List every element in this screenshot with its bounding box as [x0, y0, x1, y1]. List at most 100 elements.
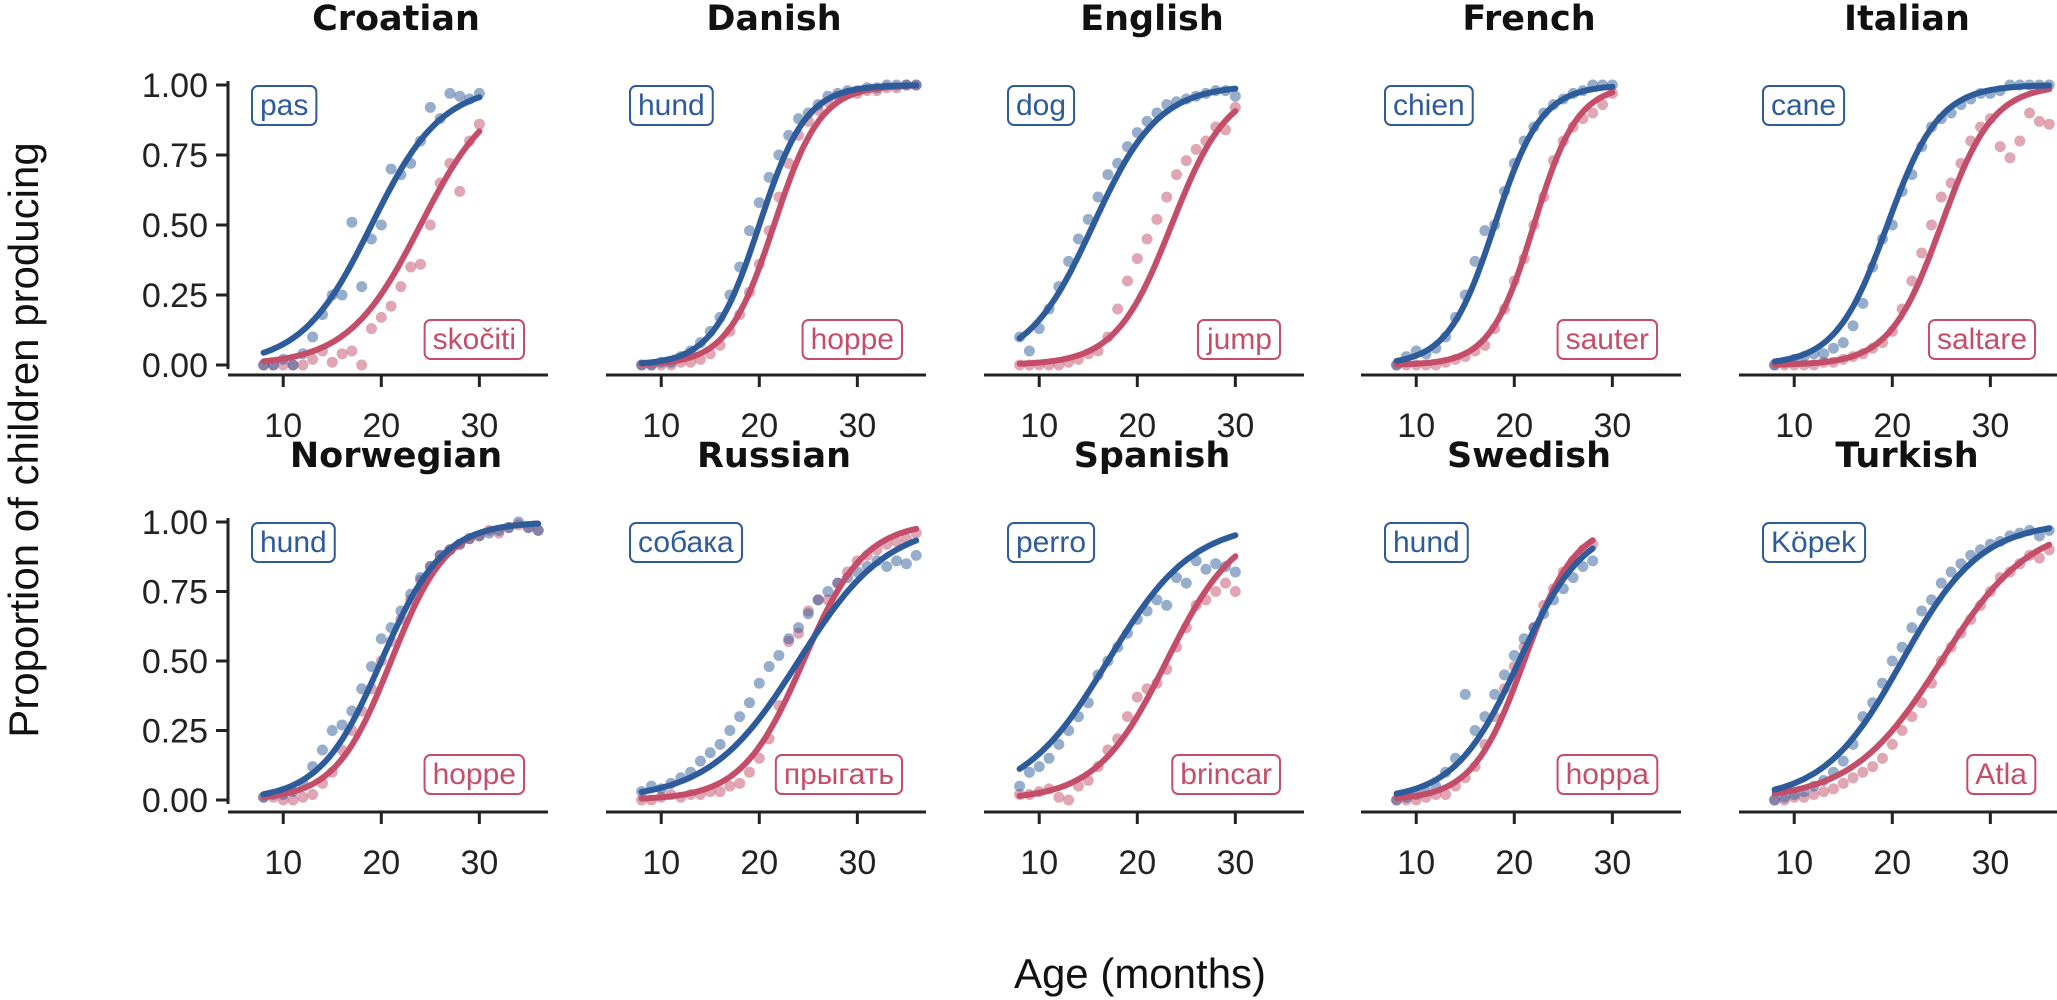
- x-tick-label: 30: [1216, 844, 1254, 882]
- x-tick-label: 10: [264, 844, 302, 882]
- noun-word-label: cane: [1771, 89, 1836, 122]
- verb-point: [336, 348, 348, 360]
- verb-point: [1151, 213, 1163, 225]
- panel-title: Danish: [706, 0, 841, 39]
- noun-point: [1023, 766, 1035, 778]
- noun-point: [1489, 688, 1501, 700]
- noun-point: [1479, 225, 1491, 237]
- x-tick-label: 20: [1873, 844, 1911, 882]
- noun-fit-line: [638, 82, 920, 367]
- panel-norwegian: Norwegian 10 20 30 0.00 0.25 0.50 0.75 1.00 hund h…: [142, 436, 548, 882]
- x-tick-label: 10: [1020, 407, 1058, 445]
- noun-point: [1837, 337, 1849, 349]
- noun-fit-line: [1016, 85, 1239, 342]
- noun-fit-line: [260, 520, 542, 798]
- noun-point: [1508, 649, 1520, 661]
- noun-word-box: [251, 522, 336, 563]
- x-tick-label: 10: [264, 407, 302, 445]
- x-tick-label: 10: [642, 844, 680, 882]
- noun-point: [454, 90, 466, 102]
- y-tick-label: 0.75: [142, 574, 208, 612]
- noun-point: [316, 744, 328, 756]
- verb-point: [326, 356, 338, 368]
- x-tick-label: 20: [740, 407, 778, 445]
- noun-point: [1906, 622, 1918, 634]
- verb-point: [2004, 152, 2016, 164]
- noun-point: [1082, 213, 1094, 225]
- verb-point: [743, 766, 755, 778]
- noun-point: [375, 219, 387, 231]
- panel-title: Spanish: [1074, 436, 1231, 476]
- x-tick-label: 30: [838, 844, 876, 882]
- verb-point: [454, 185, 466, 197]
- x-tick-label: 20: [1118, 844, 1156, 882]
- noun-point: [1857, 297, 1869, 309]
- panel-title: Norwegian: [290, 436, 502, 476]
- y-axis-label: Proportion of children producing: [0, 142, 47, 737]
- panel-title: Russian: [697, 436, 851, 476]
- verb-fit-line: [1771, 86, 2053, 368]
- verb-fit-line: [1393, 537, 1596, 801]
- verb-fit-line: [1771, 541, 2053, 797]
- noun-point: [1459, 688, 1471, 700]
- noun-word-label: Köpek: [1771, 526, 1857, 559]
- verb-point: [1994, 141, 2006, 153]
- noun-word-box: [1762, 85, 1846, 126]
- verb-point: [356, 359, 368, 371]
- panel-swedish: Swedish 10 20 30 hund hoppa: [1361, 436, 1681, 882]
- noun-point: [1180, 577, 1192, 589]
- x-tick-label: 30: [838, 407, 876, 445]
- verb-word-box: [1556, 319, 1658, 360]
- noun-point: [1945, 566, 1957, 578]
- noun-point: [910, 549, 922, 561]
- verb-point: [287, 794, 299, 806]
- verb-point: [1063, 794, 1075, 806]
- noun-point: [1818, 348, 1830, 360]
- panel-title: Turkish: [1835, 436, 1978, 476]
- y-tick-label: 0.00: [142, 782, 208, 820]
- noun-point: [763, 661, 775, 673]
- verb-point: [1886, 738, 1898, 750]
- noun-point: [1200, 563, 1212, 575]
- verb-point: [307, 788, 319, 800]
- noun-point: [1043, 752, 1055, 764]
- x-tick-label: 30: [1971, 407, 2009, 445]
- verb-word-label: saltare: [1937, 323, 2027, 356]
- panel-croatian: Croatian 10 20 30 0.00 0.25 0.50 0.75 1.00 pas sko…: [142, 0, 548, 445]
- verb-point: [1121, 275, 1133, 287]
- panel-english: English 10 20 30 dog jump: [984, 0, 1304, 445]
- verb-point: [1141, 233, 1153, 245]
- verb-word-label: hoppe: [811, 323, 894, 356]
- verb-fit-line: [1016, 553, 1239, 799]
- verb-fit-line: [1016, 108, 1239, 367]
- noun-point: [1577, 560, 1589, 572]
- verb-word-label: Atla: [1975, 758, 2027, 791]
- panel-title: Italian: [1844, 0, 1970, 39]
- noun-point: [753, 677, 765, 689]
- y-tick-label: 1.00: [142, 67, 208, 105]
- noun-point: [783, 633, 795, 645]
- verb-point: [2033, 115, 2045, 127]
- verb-point: [783, 157, 795, 169]
- verb-point: [1131, 253, 1143, 265]
- verb-point: [1112, 303, 1124, 315]
- noun-word-box: [1762, 522, 1867, 563]
- verb-point: [297, 791, 309, 803]
- x-tick-label: 10: [1397, 844, 1435, 882]
- verb-point: [1896, 725, 1908, 736]
- verb-word-box: [1556, 754, 1659, 795]
- x-tick-label: 30: [1593, 844, 1631, 882]
- noun-point: [532, 524, 544, 536]
- panel-title: French: [1462, 0, 1595, 39]
- y-tick-label: 0.50: [142, 643, 208, 681]
- noun-point: [1886, 655, 1898, 667]
- verb-word-label: hoppe: [433, 758, 516, 791]
- verb-word-label: brincar: [1180, 758, 1272, 791]
- verb-word-box: [801, 319, 903, 360]
- noun-word-box: [629, 522, 743, 563]
- noun-point: [1151, 594, 1163, 606]
- noun-point: [743, 225, 755, 237]
- noun-word-label: pas: [260, 89, 308, 122]
